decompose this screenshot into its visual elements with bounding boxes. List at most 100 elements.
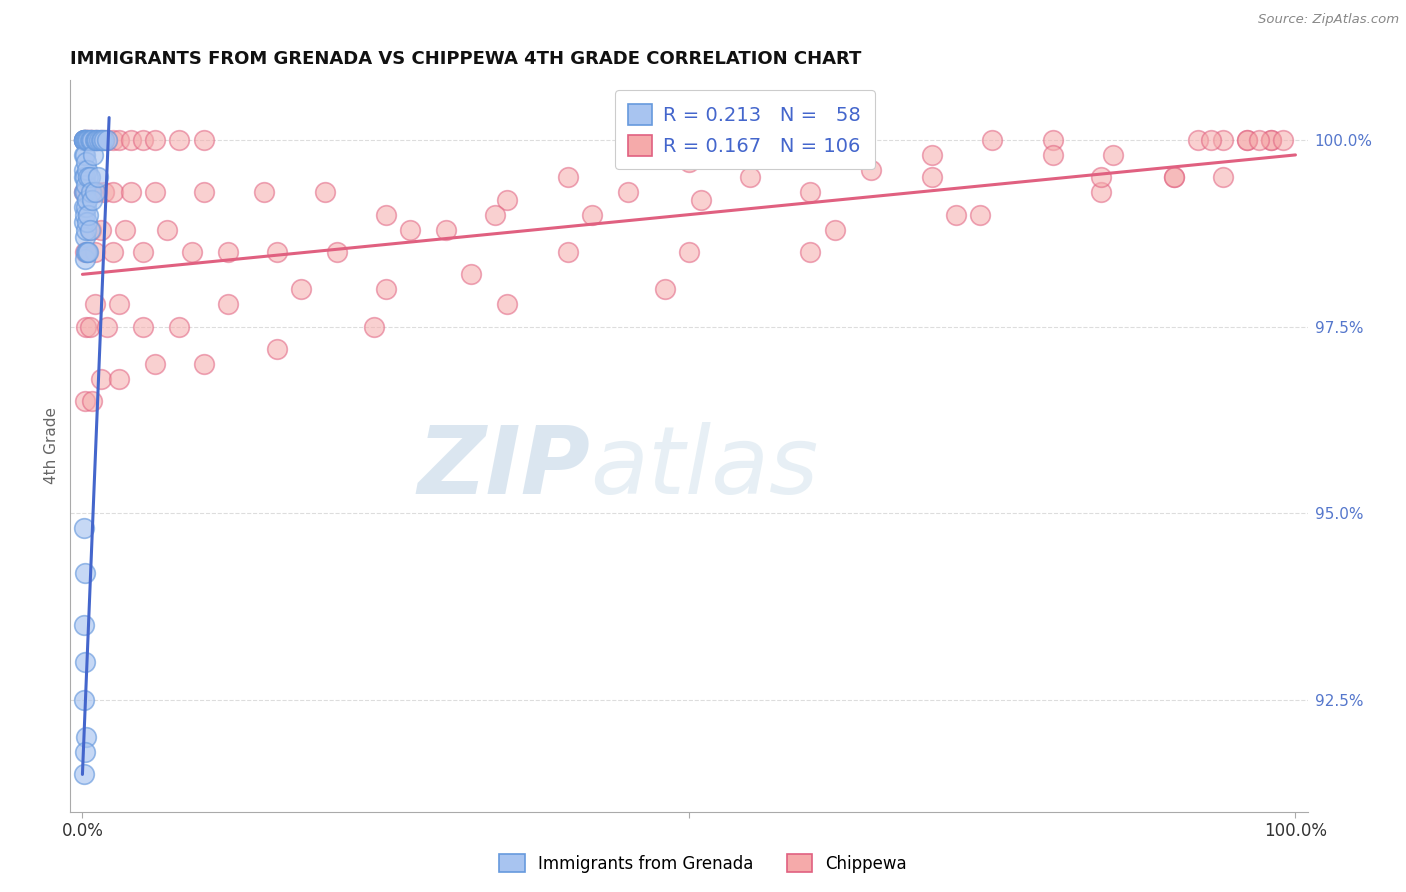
Point bbox=[73, 186, 96, 200]
Point bbox=[484, 208, 506, 222]
Point bbox=[363, 319, 385, 334]
Point bbox=[921, 148, 943, 162]
Point bbox=[75, 178, 97, 192]
Point bbox=[1199, 133, 1222, 147]
Point bbox=[374, 282, 396, 296]
Point bbox=[193, 133, 215, 147]
Point bbox=[73, 566, 96, 580]
Point bbox=[73, 394, 96, 409]
Point bbox=[72, 521, 94, 535]
Point bbox=[76, 244, 98, 259]
Point bbox=[1212, 133, 1234, 147]
Point bbox=[1272, 133, 1295, 147]
Point bbox=[654, 282, 676, 296]
Point bbox=[75, 186, 97, 200]
Point bbox=[1163, 170, 1185, 185]
Point bbox=[72, 215, 94, 229]
Point bbox=[690, 193, 713, 207]
Point bbox=[79, 133, 101, 147]
Point bbox=[82, 148, 104, 162]
Point bbox=[90, 372, 112, 386]
Point bbox=[617, 186, 640, 200]
Point bbox=[496, 297, 519, 311]
Point bbox=[108, 297, 131, 311]
Point bbox=[96, 133, 118, 147]
Point bbox=[496, 193, 519, 207]
Point bbox=[76, 215, 98, 229]
Point bbox=[72, 133, 94, 147]
Point bbox=[79, 133, 101, 147]
Point bbox=[86, 133, 108, 147]
Point bbox=[169, 133, 191, 147]
Point bbox=[82, 394, 104, 409]
Point bbox=[75, 200, 97, 214]
Point bbox=[132, 244, 155, 259]
Point bbox=[80, 186, 103, 200]
Point bbox=[73, 170, 96, 185]
Point bbox=[77, 208, 100, 222]
Point bbox=[217, 297, 239, 311]
Point bbox=[72, 133, 94, 147]
Point bbox=[557, 170, 579, 185]
Point bbox=[434, 222, 457, 236]
Point bbox=[79, 170, 101, 185]
Point bbox=[143, 133, 166, 147]
Point bbox=[96, 319, 118, 334]
Point bbox=[72, 186, 94, 200]
Point bbox=[76, 162, 98, 177]
Point bbox=[75, 133, 97, 147]
Point bbox=[77, 133, 100, 147]
Point bbox=[79, 319, 101, 334]
Point bbox=[399, 222, 422, 236]
Point bbox=[1187, 133, 1209, 147]
Point bbox=[72, 767, 94, 781]
Point bbox=[90, 133, 112, 147]
Point bbox=[981, 133, 1004, 147]
Point bbox=[120, 133, 142, 147]
Point bbox=[72, 170, 94, 185]
Point bbox=[1163, 170, 1185, 185]
Point bbox=[290, 282, 312, 296]
Point bbox=[83, 297, 105, 311]
Point bbox=[93, 186, 115, 200]
Point bbox=[738, 170, 761, 185]
Point bbox=[156, 222, 179, 236]
Point bbox=[73, 745, 96, 759]
Point bbox=[799, 244, 821, 259]
Point bbox=[1042, 148, 1064, 162]
Point bbox=[1236, 133, 1258, 147]
Point bbox=[132, 319, 155, 334]
Point bbox=[75, 244, 97, 259]
Point bbox=[93, 133, 115, 147]
Point bbox=[678, 244, 700, 259]
Point bbox=[75, 133, 97, 147]
Point bbox=[96, 133, 118, 147]
Point bbox=[83, 186, 105, 200]
Legend: Immigrants from Grenada, Chippewa: Immigrants from Grenada, Chippewa bbox=[494, 847, 912, 880]
Point bbox=[557, 244, 579, 259]
Point bbox=[460, 268, 482, 282]
Point bbox=[72, 618, 94, 632]
Point bbox=[76, 133, 98, 147]
Point bbox=[77, 186, 100, 200]
Point bbox=[75, 155, 97, 169]
Point bbox=[76, 133, 98, 147]
Point bbox=[82, 193, 104, 207]
Point bbox=[90, 133, 112, 147]
Point bbox=[72, 692, 94, 706]
Point bbox=[80, 222, 103, 236]
Point bbox=[90, 222, 112, 236]
Point bbox=[73, 133, 96, 147]
Legend: R = 0.213   N =   58, R = 0.167   N = 106: R = 0.213 N = 58, R = 0.167 N = 106 bbox=[614, 90, 875, 169]
Point bbox=[1090, 186, 1112, 200]
Point bbox=[1260, 133, 1282, 147]
Point bbox=[73, 230, 96, 244]
Point bbox=[86, 133, 108, 147]
Point bbox=[72, 133, 94, 147]
Point bbox=[921, 170, 943, 185]
Point bbox=[101, 133, 124, 147]
Point bbox=[72, 133, 94, 147]
Point bbox=[824, 222, 846, 236]
Point bbox=[1260, 133, 1282, 147]
Y-axis label: 4th Grade: 4th Grade bbox=[44, 408, 59, 484]
